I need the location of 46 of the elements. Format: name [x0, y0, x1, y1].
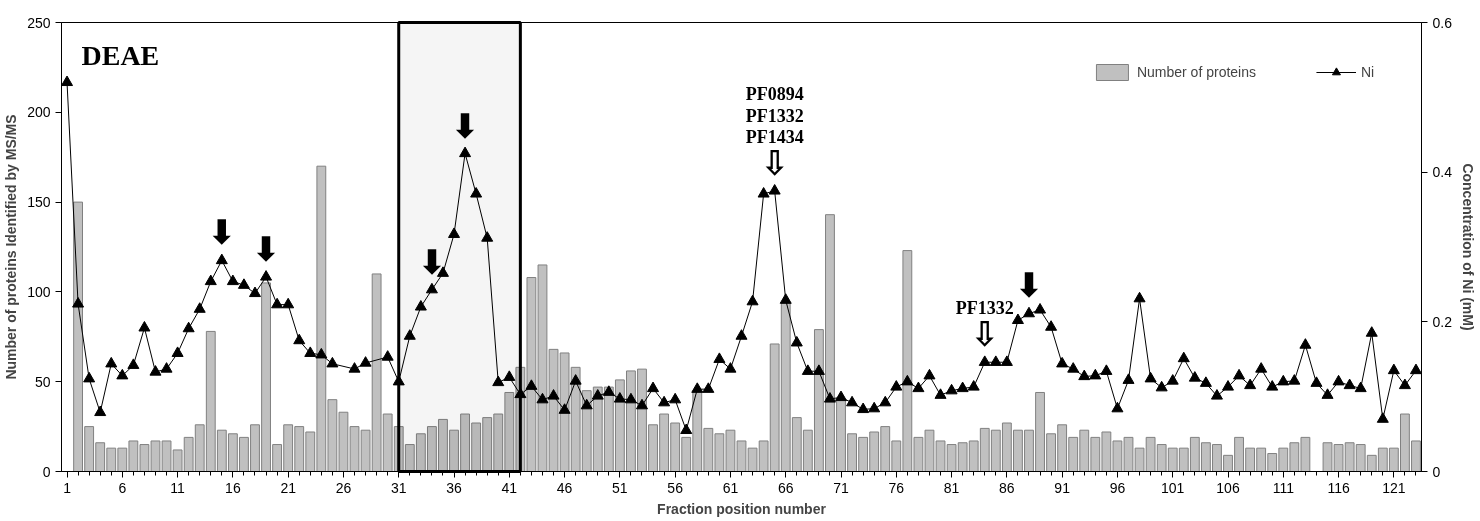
annotation: ⬇	[207, 212, 237, 253]
y2-tick-label: 0	[1432, 463, 1441, 480]
x-tick-label: 26	[335, 479, 352, 496]
x-tick-label: 31	[390, 479, 407, 496]
x-tick-label: 71	[833, 479, 850, 496]
x-tick-label: 51	[612, 479, 628, 496]
y-tick-label: 200	[27, 104, 51, 121]
x-tick-label: 81	[943, 479, 960, 496]
y-tick-label: 0	[42, 463, 51, 480]
x-tick-label: 91	[1054, 479, 1071, 496]
y-tick-label: 50	[34, 373, 51, 390]
x-tick-label: 121	[1382, 479, 1406, 496]
x-tick-label: 11	[170, 479, 186, 496]
x-tick-label: 66	[777, 479, 794, 496]
x-tick-label: 56	[667, 479, 684, 496]
x-tick-label: 21	[280, 479, 297, 496]
y-tick-label: 150	[27, 194, 51, 211]
x-tick-label: 116	[1327, 479, 1350, 496]
y2-tick-label: 0.2	[1432, 313, 1453, 330]
x-tick-label: 6	[118, 479, 127, 496]
y-axis-title: Number of proteins Identified by MS/MS	[3, 114, 20, 380]
y-tick-label: 100	[27, 283, 51, 300]
x-tick-label: 16	[225, 479, 241, 496]
legend-label: Number of proteins	[1136, 64, 1256, 80]
annotation: ⬇	[1014, 265, 1044, 306]
annotation: DEAE	[81, 39, 160, 71]
x-tick-label: 46	[556, 479, 573, 496]
x-tick-label: 111	[1272, 479, 1295, 496]
y2-tick-label: 0.6	[1432, 14, 1453, 31]
x-tick-label: 96	[1109, 479, 1126, 496]
x-tick-label: 41	[501, 479, 518, 496]
x-axis-title: Fraction position number	[657, 500, 827, 517]
y-tick-label: 250	[27, 14, 51, 31]
x-tick-label: 1	[63, 479, 72, 496]
x-tick-label: 36	[446, 479, 463, 496]
annotation: ⬇	[251, 228, 281, 269]
y2-tick-label: 0.4	[1432, 164, 1453, 181]
annotation: ⬇	[450, 105, 480, 146]
y2-axis-title: Concentration of Ni (mM)	[1459, 163, 1476, 331]
x-tick-label: 61	[722, 479, 739, 496]
x-tick-label: 76	[888, 479, 905, 496]
x-tick-label: 101	[1161, 479, 1185, 496]
legend-label: Ni	[1361, 64, 1376, 80]
x-tick-label: 86	[999, 479, 1015, 496]
annotation: ⬇	[417, 241, 447, 282]
x-tick-label: 106	[1216, 479, 1240, 496]
